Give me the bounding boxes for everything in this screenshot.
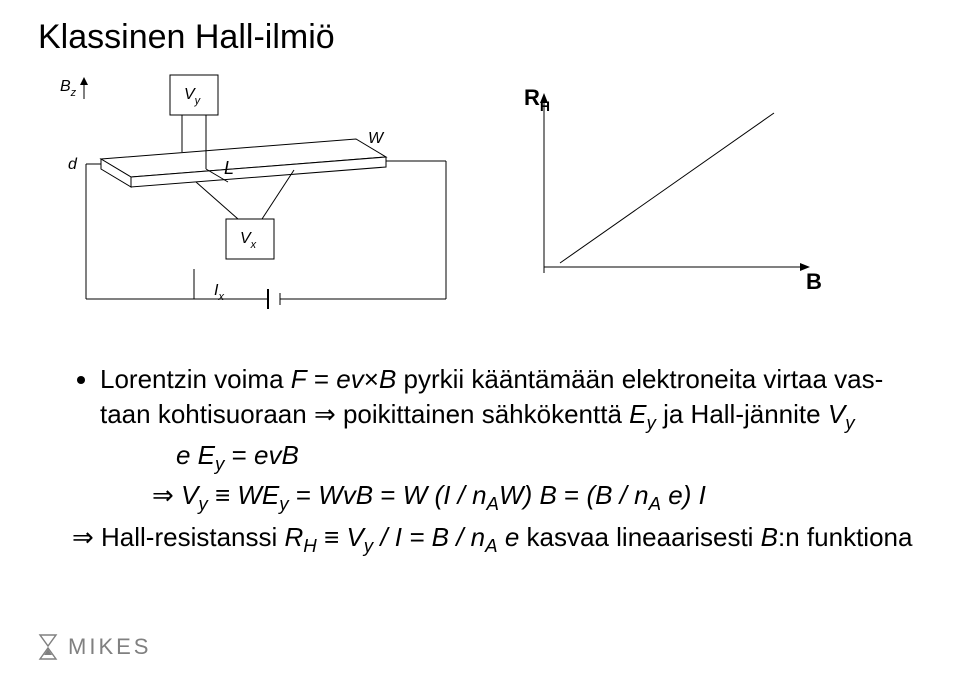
sym-Ey: Ey [629, 399, 656, 429]
label-bz: B [60, 78, 71, 95]
label-d: d [68, 156, 78, 173]
bullet-item: Lorentzin voima F = ev×B pyrkii kääntämä… [100, 362, 922, 516]
svg-text:Bz: Bz [60, 78, 77, 99]
text: taan kohtisuoraan [100, 399, 314, 429]
sym-F: F [291, 364, 307, 394]
sym-ev: ev [336, 364, 363, 394]
equation-1: e Ey = evB [100, 438, 922, 476]
svg-text:RH: RH [524, 89, 550, 114]
svg-text:Ix: Ix [214, 282, 224, 303]
arrow: ⇒ [314, 399, 336, 429]
hourglass-icon [38, 633, 58, 661]
page-title: Klassinen Hall-ilmiö [38, 18, 922, 57]
chart-ylabel: R [524, 89, 540, 110]
footer-logo: MIKES [38, 633, 151, 661]
text: Lorentzin voima [100, 364, 291, 394]
chart-xlabel: B [806, 269, 822, 294]
chart-ylabel-sub: H [540, 98, 550, 114]
text: poikittainen sähkökenttä [336, 399, 629, 429]
label-w: W [368, 130, 385, 147]
figure-row: Bz Vy d L W [46, 69, 922, 334]
conclusion-line: ⇒ Hall-resistanssi RH ≡ Vy / I = B / nA … [38, 520, 922, 558]
label-ix-sub: x [217, 291, 224, 303]
sym-Vy: Vy [828, 399, 855, 429]
text: pyrkii kääntämään elektroneita virtaa va… [396, 364, 883, 394]
footer-logo-text: MIKES [68, 634, 151, 660]
label-bz-sub: z [70, 87, 77, 99]
label-l: L [224, 158, 234, 178]
hall-resistance-chart: RH B [516, 89, 826, 304]
circuit-figure: Bz Vy d L W [46, 69, 476, 334]
sym-B: B [379, 364, 396, 394]
sym-times: × [364, 364, 379, 394]
label-vx-sub: x [250, 239, 257, 251]
equation-2: ⇒ Vy ≡ WEy = WvB = W (I / nAW) B = (B / … [100, 478, 922, 516]
text: ja Hall-jännite [656, 399, 828, 429]
bullet-list: Lorentzin voima F = ev×B pyrkii kääntämä… [38, 362, 922, 516]
text: = [307, 364, 337, 394]
